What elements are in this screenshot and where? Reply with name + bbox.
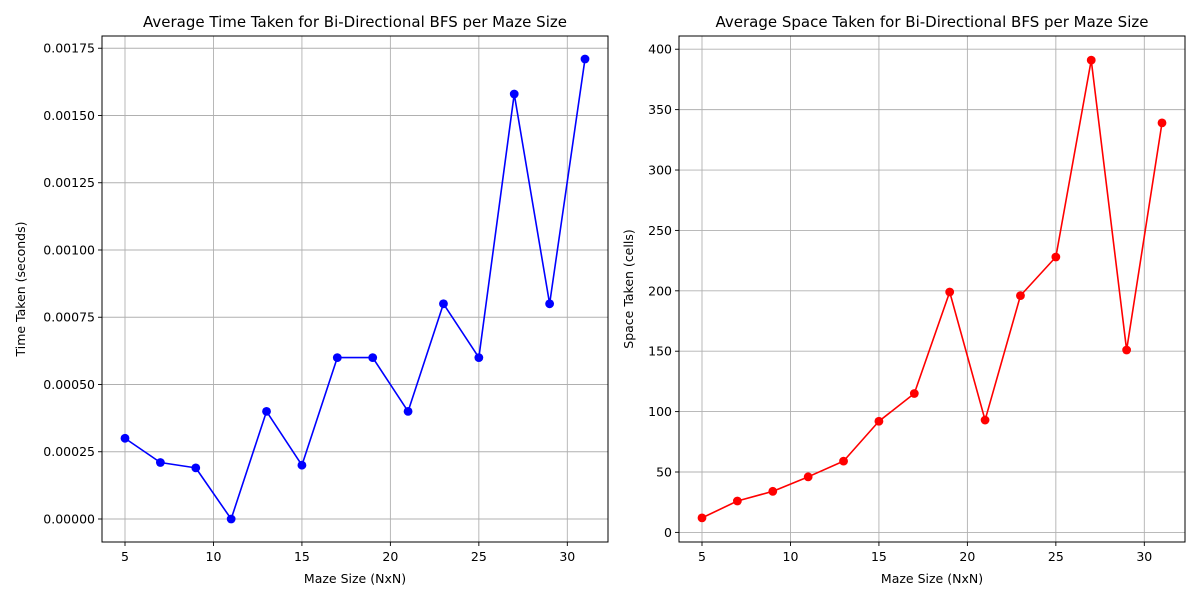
time-data-point (545, 299, 555, 309)
space-y-tick-label: 200 (648, 283, 672, 298)
space-data-point (909, 389, 919, 398)
space-y-tick-label: 100 (648, 404, 672, 419)
space-data-point (1051, 252, 1061, 262)
time-data-point (155, 458, 165, 467)
space-data-point (945, 287, 955, 297)
time-data-point (262, 406, 271, 416)
time-y-tick-label: 0.00025 (43, 444, 95, 459)
space-y-tick-label: 400 (648, 42, 672, 57)
time-data-point (509, 89, 519, 99)
space-data-point (1122, 345, 1132, 355)
time-x-tick-label: 15 (294, 549, 310, 564)
space-chart-title: Average Space Taken for Bi-Directional B… (716, 13, 1149, 31)
time-data-point (368, 353, 378, 362)
space-data-point (768, 486, 778, 496)
space-y-tick-label: 250 (648, 223, 672, 238)
time-data-point (297, 460, 307, 470)
space-data-point (1016, 291, 1025, 301)
space-data-point (1157, 118, 1167, 128)
time-y-tick-label: 0.00050 (43, 377, 95, 392)
space-x-tick-label: 20 (959, 549, 975, 564)
space-y-tick-label: 350 (648, 102, 672, 117)
space-series-line (701, 59, 1163, 519)
space-y-tick-label: 300 (648, 163, 672, 178)
time-chart: 5 10 15 20 25 30 0.00000 0.00025 0.00050 0.00075 0… (13, 13, 609, 586)
space-x-tick-label: 10 (783, 549, 799, 564)
space-x-tick-label: 15 (871, 549, 887, 564)
time-data-point (439, 299, 448, 309)
space-y-tick-label: 0 (664, 525, 672, 540)
time-data-point (403, 406, 413, 416)
space-data-point (874, 416, 884, 426)
space-data-point (732, 496, 742, 506)
time-y-tick-label: 0.00175 (43, 41, 95, 56)
time-x-tick-label: 30 (559, 549, 575, 564)
time-chart-title: Average Time Taken for Bi-Directional BF… (143, 13, 567, 31)
space-data-point (803, 472, 813, 482)
time-data-point (191, 463, 201, 473)
time-y-tick-label: 0.00100 (43, 242, 95, 257)
time-x-tick-label: 10 (206, 549, 222, 564)
space-x-axis-label: Maze Size (NxN) (881, 571, 983, 586)
space-x-tick-label: 30 (1136, 549, 1152, 564)
time-x-tick-label: 20 (382, 549, 398, 564)
time-y-axis-label: Time Taken (seconds) (13, 221, 28, 357)
time-axes-frame (101, 35, 609, 543)
time-data-point (474, 353, 484, 362)
time-y-tick-label: 0.00150 (43, 108, 95, 123)
space-y-tick-label: 50 (656, 465, 672, 480)
time-x-tick-label: 5 (121, 549, 129, 564)
space-data-point (839, 456, 848, 466)
space-y-tick-label: 150 (648, 344, 672, 359)
space-data-point (1086, 55, 1096, 65)
space-chart: 5 10 15 20 25 30050100150200250300350400Avera… (621, 13, 1186, 586)
time-x-tick-label: 25 (471, 549, 487, 564)
space-axes-frame (678, 35, 1186, 543)
time-data-point (226, 514, 236, 524)
time-y-tick-label: 0.00000 (43, 512, 95, 527)
time-data-point (332, 353, 342, 362)
time-data-point (120, 433, 130, 443)
time-y-tick-label: 0.00075 (43, 310, 95, 325)
time-x-axis-label: Maze Size (NxN) (304, 571, 406, 586)
space-y-axis-label: Space Taken (cells) (621, 229, 636, 348)
time-data-point (580, 54, 590, 64)
space-data-point (697, 513, 707, 523)
space-data-point (980, 415, 990, 425)
space-x-tick-label: 25 (1048, 549, 1064, 564)
time-series-line (124, 58, 586, 520)
space-x-tick-label: 5 (698, 549, 706, 564)
time-y-tick-label: 0.00125 (43, 175, 95, 190)
